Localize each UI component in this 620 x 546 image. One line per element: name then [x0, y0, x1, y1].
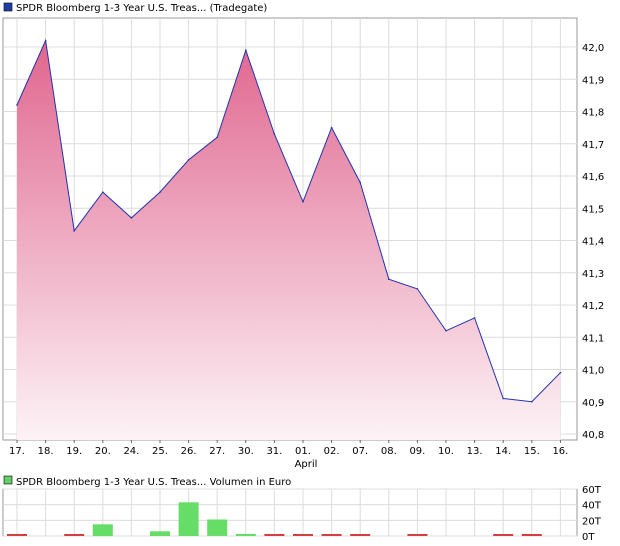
volume-plot-frame	[2, 488, 578, 537]
price-point	[359, 181, 362, 184]
price-ytick-label: 40,8	[582, 430, 604, 441]
price-ytick-label: 41,0	[582, 366, 604, 377]
price-point	[16, 104, 18, 106]
price-xtick-label: 01.	[295, 446, 311, 457]
volume-bar	[150, 531, 170, 536]
price-point	[531, 400, 533, 403]
price-point	[502, 397, 505, 400]
price-point	[559, 371, 562, 374]
volume-bar	[264, 534, 285, 536]
volume-bar	[207, 519, 228, 536]
price-ytick-label: 41,1	[582, 333, 604, 344]
volume-bar	[7, 534, 27, 536]
price-point	[302, 201, 304, 203]
price-point	[73, 230, 75, 232]
price-xtick-label: 14.	[495, 446, 511, 457]
price-ytick-label: 41,6	[582, 172, 604, 183]
price-xtick-label: 13.	[467, 446, 483, 457]
price-xtick-label: 16.	[552, 446, 568, 457]
volume-bar	[235, 534, 256, 536]
price-ytick-label: 42,0	[582, 43, 604, 54]
volume-bar	[407, 534, 428, 536]
price-xtick-label: 09.	[409, 446, 425, 457]
volume-bar	[293, 534, 313, 536]
volume-panel: 60T 40T 20T 0T	[2, 485, 602, 543]
price-ytick-label: 41,3	[582, 269, 604, 280]
price-point	[473, 317, 476, 319]
price-legend-swatch	[3, 2, 13, 12]
volume-bar	[350, 534, 371, 536]
volume-bar	[493, 534, 514, 536]
price-xtick-label: 24.	[123, 446, 139, 457]
price-area	[17, 40, 561, 440]
price-xtick-label: 27.	[209, 446, 225, 457]
price-ytick-label: 41,8	[582, 108, 604, 119]
volume-legend-label: SPDR Bloomberg 1-3 Year U.S. Treas... Vo…	[16, 477, 291, 488]
volume-ytick-label: 40T	[582, 501, 602, 512]
price-point	[273, 133, 276, 135]
volume-ytick-label: 20T	[582, 516, 602, 527]
price-ytick-label: 40,9	[582, 398, 604, 409]
volume-bar	[92, 524, 113, 537]
price-point	[159, 191, 161, 193]
price-point	[216, 136, 218, 139]
price-xtick-label: 20.	[95, 446, 111, 457]
price-xtick-label: 08.	[381, 446, 397, 457]
price-xtick-label: 17.	[9, 446, 25, 457]
price-line	[16, 38, 561, 403]
price-legend-label: SPDR Bloomberg 1-3 Year U.S. Treas... (T…	[16, 3, 267, 14]
price-point	[102, 191, 104, 193]
price-xtick-label: 15.	[524, 446, 540, 457]
price-point	[445, 330, 447, 332]
month-label: April	[295, 459, 318, 470]
price-point	[187, 159, 190, 161]
price-ytick-label: 41,2	[582, 301, 604, 312]
price-point	[245, 49, 247, 52]
volume-legend-swatch	[3, 475, 13, 485]
price-xtick-label: 18.	[38, 446, 54, 457]
price-ytick-label: 41,7	[582, 140, 604, 151]
price-xtick-label: 25.	[152, 446, 168, 457]
price-ytick-label: 41,4	[582, 237, 604, 248]
price-xtick-label: 30.	[238, 446, 254, 457]
price-xtick-label: 07.	[352, 446, 368, 457]
price-xtick-label: 31.	[266, 446, 282, 457]
price-xtick-label: 19.	[66, 446, 82, 457]
price-point	[388, 278, 390, 281]
volume-bar	[178, 502, 199, 536]
volume-ytick-label: 0T	[582, 532, 595, 543]
price-point	[416, 288, 419, 290]
price-xtick-label: 02.	[324, 446, 340, 457]
volume-ytick-label: 60T	[582, 485, 602, 496]
volume-bar	[64, 534, 85, 536]
price-point	[130, 217, 133, 219]
price-xtick-label: 10.	[438, 446, 454, 457]
price-point	[330, 126, 333, 129]
price-panel: 42,0 41,9 41,8 41,7 41,6 41,5 41,4 41,3 41,2 41,1…	[2, 17, 604, 457]
price-xtick-label: 26.	[181, 446, 197, 457]
price-ytick-label: 41,5	[582, 204, 604, 215]
price-point	[44, 39, 47, 42]
price-ytick-label: 41,9	[582, 75, 604, 86]
volume-bar	[321, 534, 342, 536]
volume-bar	[521, 534, 542, 536]
